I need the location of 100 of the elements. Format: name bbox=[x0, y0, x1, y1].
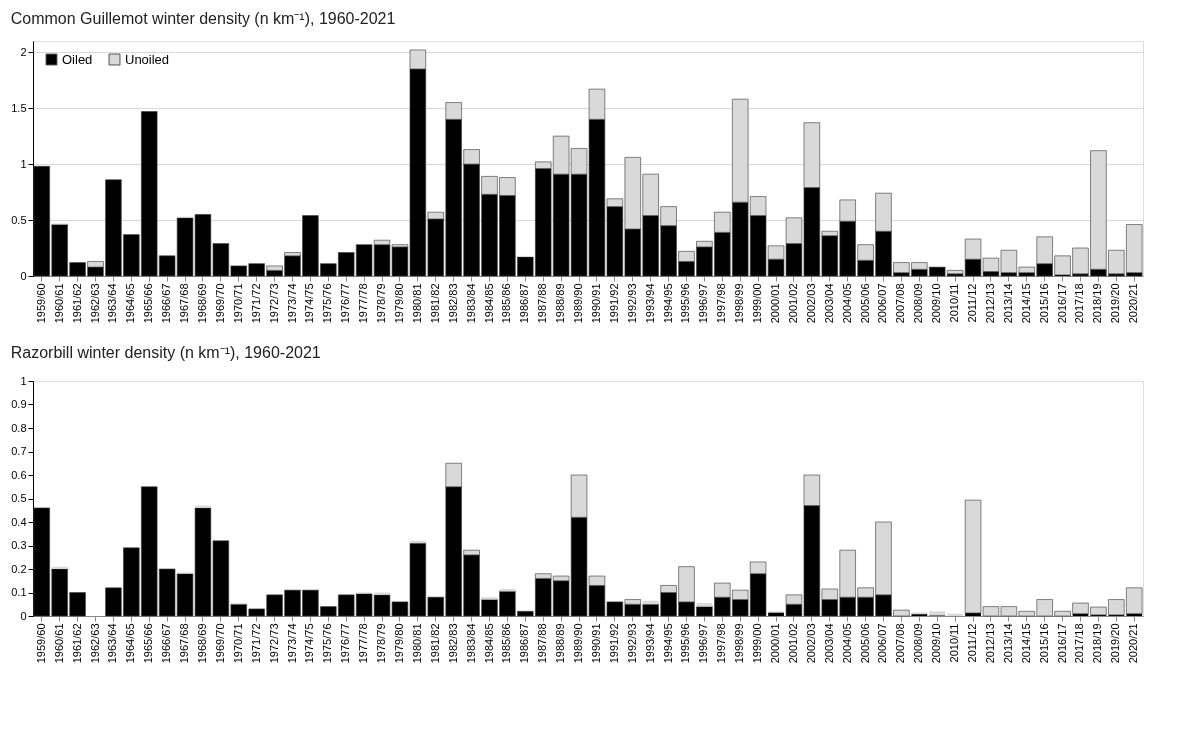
x-tick-label: 1968/69 bbox=[195, 623, 208, 664]
x-tick-label: 1996/97 bbox=[697, 283, 710, 324]
x-tick-label: 2002/03 bbox=[804, 623, 817, 664]
x-tick-label: 1997/98 bbox=[715, 283, 728, 324]
x-tick-label: 1963/64 bbox=[106, 283, 119, 324]
x-tick-label: 2003/04 bbox=[822, 283, 835, 324]
x-tick-label: 1987/88 bbox=[536, 623, 549, 664]
x-tick-label: 2017/18 bbox=[1073, 283, 1086, 324]
x-tick-label: 1998/99 bbox=[733, 283, 746, 324]
chart-title: Common Guillemot winter density (n km⁻¹), 1960-2021 bbox=[10, 10, 396, 27]
x-tick-label: 1970/71 bbox=[231, 283, 244, 324]
x-tick-label: 1982/83 bbox=[446, 283, 459, 324]
x-tick-label: 1979/80 bbox=[392, 283, 405, 324]
x-tick-label: 2019/20 bbox=[1109, 283, 1122, 324]
chart-title: Razorbill winter density (n km⁻¹), 1960-2021 bbox=[10, 344, 321, 361]
x-tick-label: 1960/61 bbox=[52, 623, 65, 664]
x-tick-label: 2011/12 bbox=[966, 623, 979, 663]
x-tick-label: 2008/09 bbox=[912, 283, 925, 324]
x-tick-label: 2011/12 bbox=[966, 283, 979, 323]
x-tick-label: 1971/72 bbox=[249, 623, 262, 664]
x-tick-label: 1980/81 bbox=[410, 623, 423, 664]
x-tick-label: 1988/89 bbox=[554, 623, 567, 664]
x-tick-label: 1965/66 bbox=[142, 283, 155, 324]
x-tick-label: 1986/87 bbox=[518, 623, 531, 664]
x-tick-label: 1987/88 bbox=[536, 283, 549, 324]
x-tick-label: 2017/18 bbox=[1073, 623, 1086, 664]
x-tick-label: 2018/19 bbox=[1091, 623, 1104, 664]
x-tick-label: 1976/77 bbox=[339, 623, 352, 664]
y-tick-label: 0.1 bbox=[11, 586, 27, 598]
x-tick-label: 2014/15 bbox=[1019, 623, 1032, 664]
y-tick-label: 0.9 bbox=[11, 398, 27, 410]
x-tick-label: 1994/95 bbox=[661, 283, 674, 324]
x-tick-label: 1974/75 bbox=[303, 283, 316, 324]
x-tick-label: 2008/09 bbox=[912, 623, 925, 664]
x-tick-label: 1976/77 bbox=[339, 283, 352, 324]
x-tick-label: 1967/68 bbox=[178, 623, 191, 664]
x-tick-label: 1967/68 bbox=[178, 283, 191, 324]
legend-label: Oiled bbox=[62, 51, 93, 67]
x-tick-label: 1981/82 bbox=[428, 283, 441, 324]
x-tick-label: 1989/90 bbox=[572, 623, 585, 664]
x-tick-label: 2000/01 bbox=[769, 283, 782, 324]
x-tick-label: 1973/74 bbox=[285, 623, 298, 664]
x-tick-label: 1978/79 bbox=[375, 623, 388, 664]
y-tick-label: 1 bbox=[20, 157, 27, 170]
x-tick-label: 2020/21 bbox=[1127, 283, 1140, 324]
x-tick-label: 2010/11 bbox=[948, 623, 961, 663]
x-tick-label: 1966/67 bbox=[160, 623, 173, 664]
x-tick-label: 2000/01 bbox=[769, 623, 782, 664]
x-tick-label: 1978/79 bbox=[375, 283, 388, 324]
x-tick-label: 2013/14 bbox=[1001, 623, 1014, 664]
x-tick-label: 1992/93 bbox=[625, 283, 638, 324]
x-tick-label: 1984/85 bbox=[482, 623, 495, 664]
x-tick-label: 2020/21 bbox=[1127, 623, 1140, 664]
x-tick-label: 1985/86 bbox=[500, 283, 513, 324]
y-tick-label: 0.8 bbox=[11, 421, 27, 434]
x-tick-label: 1961/62 bbox=[70, 623, 83, 664]
x-tick-label: 2012/13 bbox=[983, 623, 996, 664]
x-tick-label: 1994/95 bbox=[661, 623, 674, 664]
x-tick-label: 1992/93 bbox=[625, 623, 638, 664]
x-tick-label: 1996/97 bbox=[697, 623, 710, 664]
x-tick-label: 2015/16 bbox=[1037, 623, 1050, 664]
x-tick-label: 2006/07 bbox=[876, 283, 889, 324]
x-tick-label: 2012/13 bbox=[983, 283, 996, 324]
x-tick-label: 1993/94 bbox=[643, 283, 656, 324]
y-tick-label: 0.4 bbox=[11, 515, 27, 528]
x-tick-label: 2015/16 bbox=[1037, 283, 1050, 324]
x-tick-label: 1963/64 bbox=[106, 623, 119, 664]
x-tick-label: 2004/05 bbox=[840, 283, 853, 324]
x-tick-label: 1977/78 bbox=[357, 623, 370, 664]
y-tick-label: 0.5 bbox=[11, 492, 27, 504]
x-tick-label: 1972/73 bbox=[267, 623, 280, 664]
x-tick-label: 1998/99 bbox=[733, 623, 746, 664]
x-tick-label: 1986/87 bbox=[518, 283, 531, 324]
x-tick-label: 1966/67 bbox=[160, 283, 173, 324]
x-tick-label: 2004/05 bbox=[840, 623, 853, 664]
x-tick-label: 2013/14 bbox=[1001, 283, 1014, 324]
x-tick-label: 1991/92 bbox=[607, 283, 620, 324]
x-tick-label: 1995/96 bbox=[679, 283, 692, 324]
x-tick-label: 1962/63 bbox=[88, 623, 101, 664]
x-tick-label: 2016/17 bbox=[1055, 283, 1068, 324]
x-tick-label: 1995/96 bbox=[679, 623, 692, 664]
y-tick-label: 1.5 bbox=[11, 101, 27, 114]
y-tick-label: 0.6 bbox=[11, 468, 27, 481]
x-tick-label: 1975/76 bbox=[321, 623, 334, 664]
x-tick-label: 1993/94 bbox=[643, 623, 656, 664]
x-tick-label: 2005/06 bbox=[858, 623, 871, 664]
x-tick-label: 1979/80 bbox=[392, 623, 405, 664]
x-tick-label: 1983/84 bbox=[464, 623, 477, 664]
y-tick-label: 0.3 bbox=[11, 539, 27, 551]
x-tick-label: 1964/65 bbox=[124, 623, 137, 664]
x-tick-label: 2009/10 bbox=[930, 623, 943, 664]
y-tick-label: 0.5 bbox=[11, 213, 27, 226]
y-tick-label: 0 bbox=[20, 269, 27, 282]
x-tick-label: 1982/83 bbox=[446, 623, 459, 664]
x-tick-label: 1997/98 bbox=[715, 623, 728, 664]
legend-label: Unoiled bbox=[125, 51, 170, 67]
x-tick-label: 2018/19 bbox=[1091, 283, 1104, 324]
x-tick-label: 1990/91 bbox=[589, 623, 602, 664]
x-tick-label: 2007/08 bbox=[894, 623, 907, 664]
x-tick-label: 1985/86 bbox=[500, 623, 513, 664]
